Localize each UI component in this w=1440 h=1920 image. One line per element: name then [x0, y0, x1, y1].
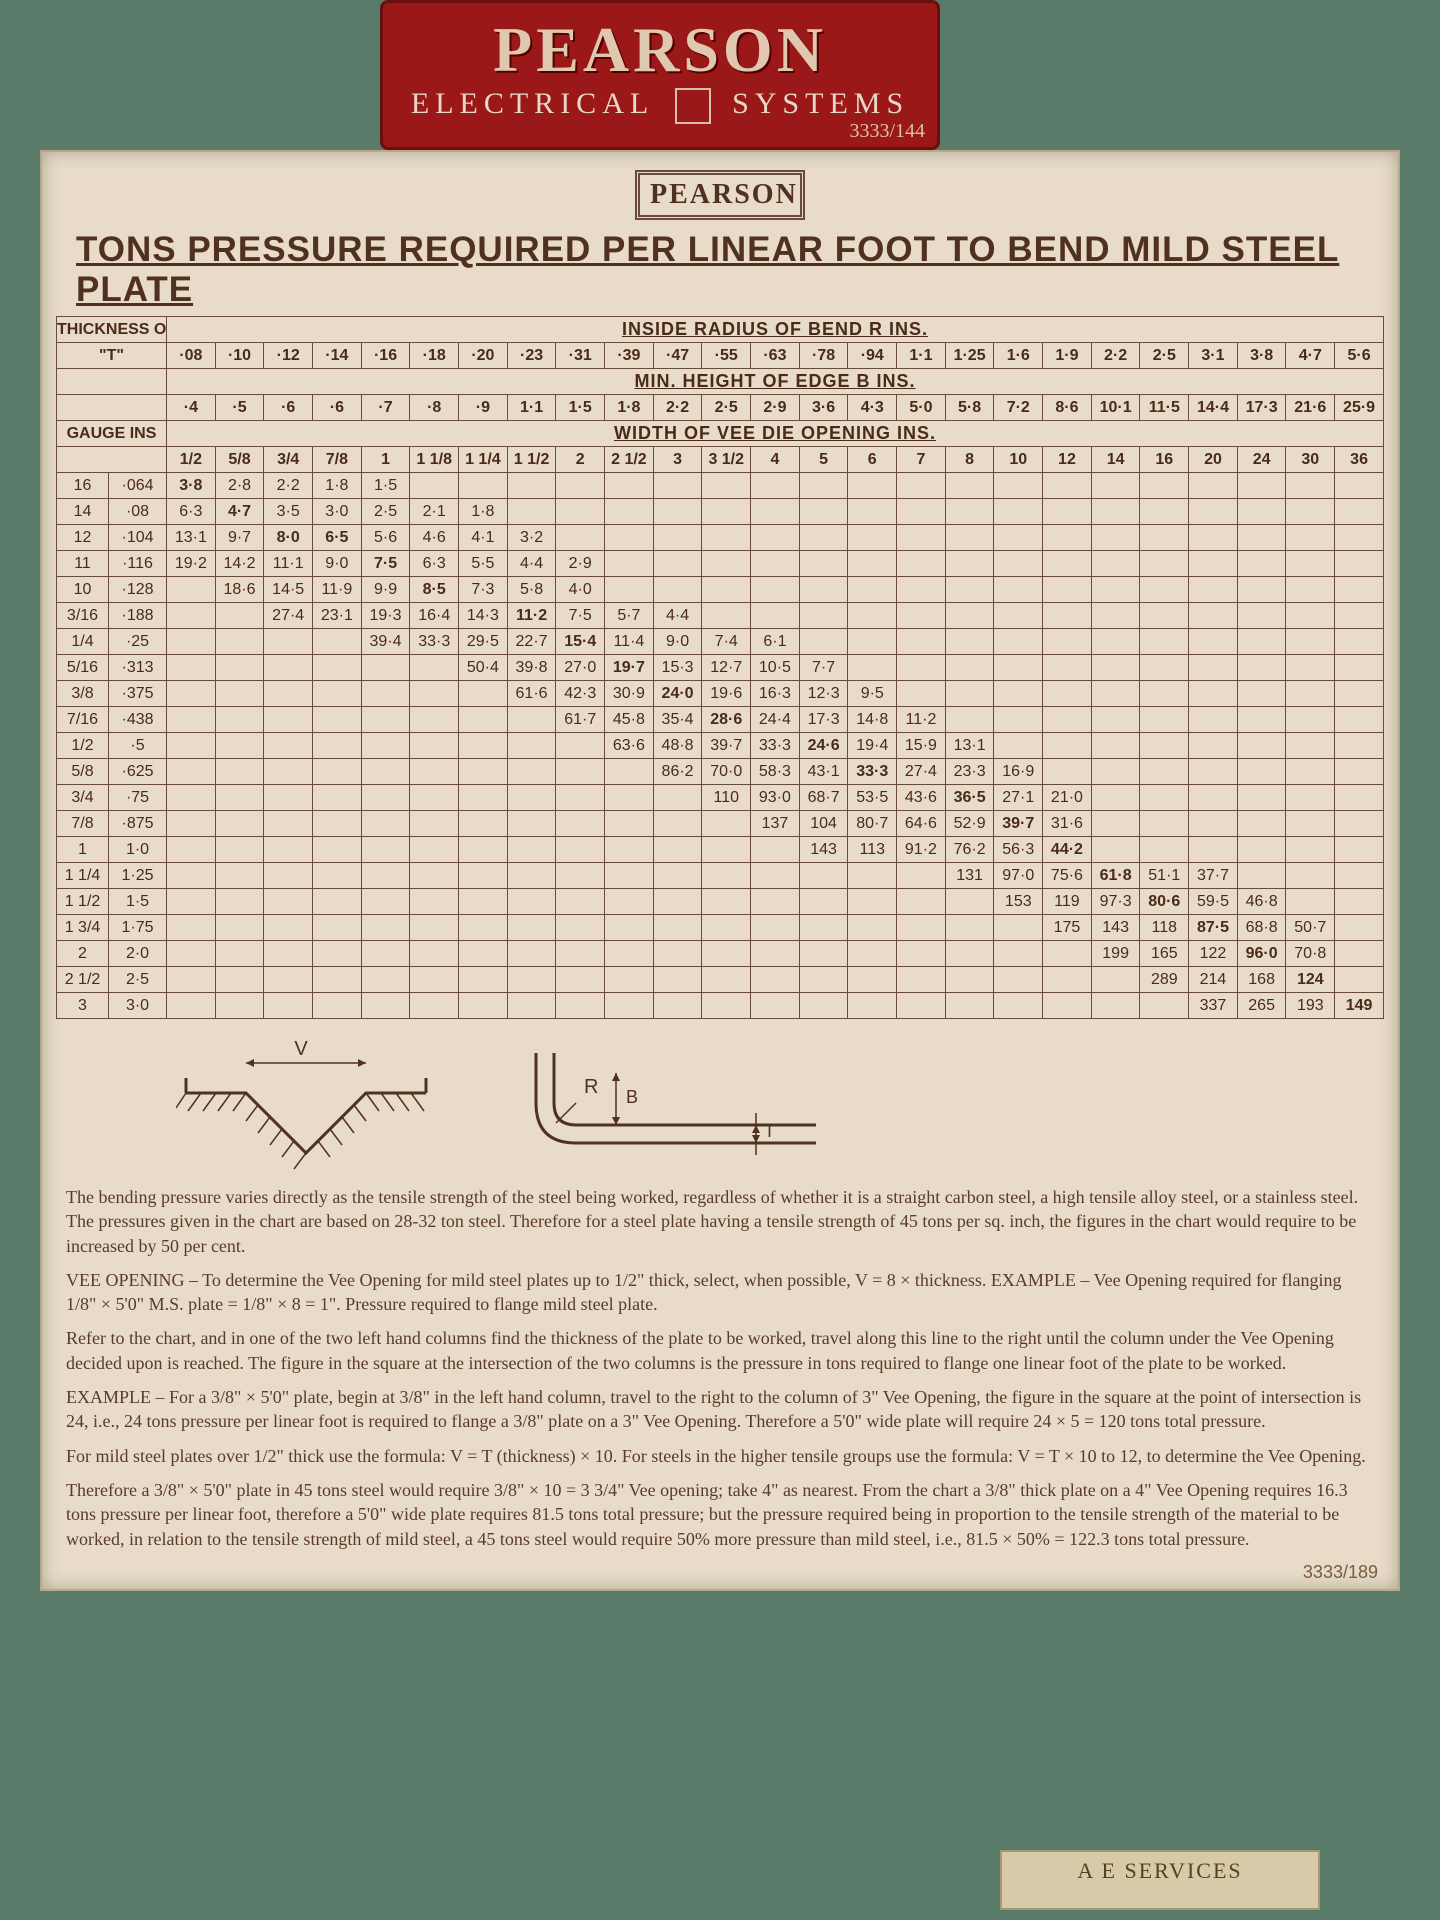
table-row: 3/4·7511093·068·753·543·636·527·121·0	[57, 785, 1384, 811]
table-row: 22·019916512296·070·8	[57, 941, 1384, 967]
brand-nameplate: PEARSON ELECTRICAL SYSTEMS 3333/144	[380, 0, 940, 150]
table-row: 7/8·87513710480·764·652·939·731·6	[57, 811, 1384, 837]
note-paragraph: The bending pressure varies directly as …	[66, 1185, 1374, 1258]
svg-text:T: T	[764, 1121, 775, 1141]
table-row: 1 1/21·515311997·380·659·546·8	[57, 889, 1384, 915]
diagram-row: V R B T	[176, 1033, 1384, 1173]
placard-title: TONS PRESSURE REQUIRED PER LINEAR FOOT T…	[76, 230, 1374, 310]
table-row: 12·10413·19·78·06·55·64·64·13·2	[57, 525, 1384, 551]
table-row: 7/16·43861·745·835·428·624·417·314·811·2	[57, 707, 1384, 733]
table-row: 14·086·34·73·53·02·52·11·8	[57, 499, 1384, 525]
table-row: 16·0643·82·82·21·81·5	[57, 473, 1384, 499]
table-row: 10·12818·614·511·99·98·57·35·84·0	[57, 577, 1384, 603]
note-paragraph: For mild steel plates over 1/2" thick us…	[66, 1444, 1374, 1468]
thickness-header: THICKNESS OF METAL	[57, 317, 167, 343]
note-paragraph: EXAMPLE – For a 3/8" × 5'0" plate, begin…	[66, 1385, 1374, 1434]
service-plate: A E SERVICES	[1000, 1850, 1320, 1910]
table-row: 5/16·31350·439·827·019·715·312·710·57·7	[57, 655, 1384, 681]
pressure-chart-table: THICKNESS OF METALINSIDE RADIUS OF BEND …	[56, 316, 1384, 1019]
svg-text:V: V	[294, 1038, 308, 1060]
table-row: 11·014311391·276·256·344·2	[57, 837, 1384, 863]
spec-placard: PEARSON TONS PRESSURE REQUIRED PER LINEA…	[40, 150, 1400, 1591]
placard-brand: PEARSON	[635, 170, 805, 220]
bend-diagram: R B T	[496, 1033, 856, 1173]
table-row: 3/8·37561·642·330·924·019·616·312·39·5	[57, 681, 1384, 707]
table-row: 11·11619·214·211·19·07·56·35·54·42·9	[57, 551, 1384, 577]
svg-text:R: R	[584, 1076, 598, 1098]
table-row: 1 3/41·7517514311887·568·850·7	[57, 915, 1384, 941]
nameplate-serial: 3333/144	[849, 120, 925, 143]
svg-text:B: B	[626, 1087, 638, 1107]
table-row: 5/8·62586·270·058·343·133·327·423·316·9	[57, 759, 1384, 785]
placard-serial: 3333/189	[1303, 1562, 1378, 1583]
table-row: 2 1/22·5289214168124	[57, 967, 1384, 993]
table-row: 33·0337265193149	[57, 993, 1384, 1019]
note-paragraph: Refer to the chart, and in one of the tw…	[66, 1326, 1374, 1375]
instruction-notes: The bending pressure varies directly as …	[56, 1181, 1384, 1565]
table-row: 1/2·563·648·839·733·324·619·415·913·1	[57, 733, 1384, 759]
table-row: 1 1/41·2513197·075·661·851·137·7	[57, 863, 1384, 889]
table-row: 3/16·18827·423·119·316·414·311·27·55·74·…	[57, 603, 1384, 629]
table-row: 1/4·2539·433·329·522·715·411·49·07·46·1	[57, 629, 1384, 655]
nameplate-brand: PEARSON	[403, 13, 917, 87]
nameplate-subtitle: ELECTRICAL SYSTEMS	[403, 87, 917, 124]
service-plate-name: A E SERVICES	[1014, 1858, 1306, 1884]
note-paragraph: VEE OPENING – To determine the Vee Openi…	[66, 1268, 1374, 1317]
note-paragraph: Therefore a 3/8" × 5'0" plate in 45 tons…	[66, 1478, 1374, 1551]
nameplate-divider-icon	[675, 88, 711, 124]
vee-die-diagram: V	[176, 1033, 436, 1173]
